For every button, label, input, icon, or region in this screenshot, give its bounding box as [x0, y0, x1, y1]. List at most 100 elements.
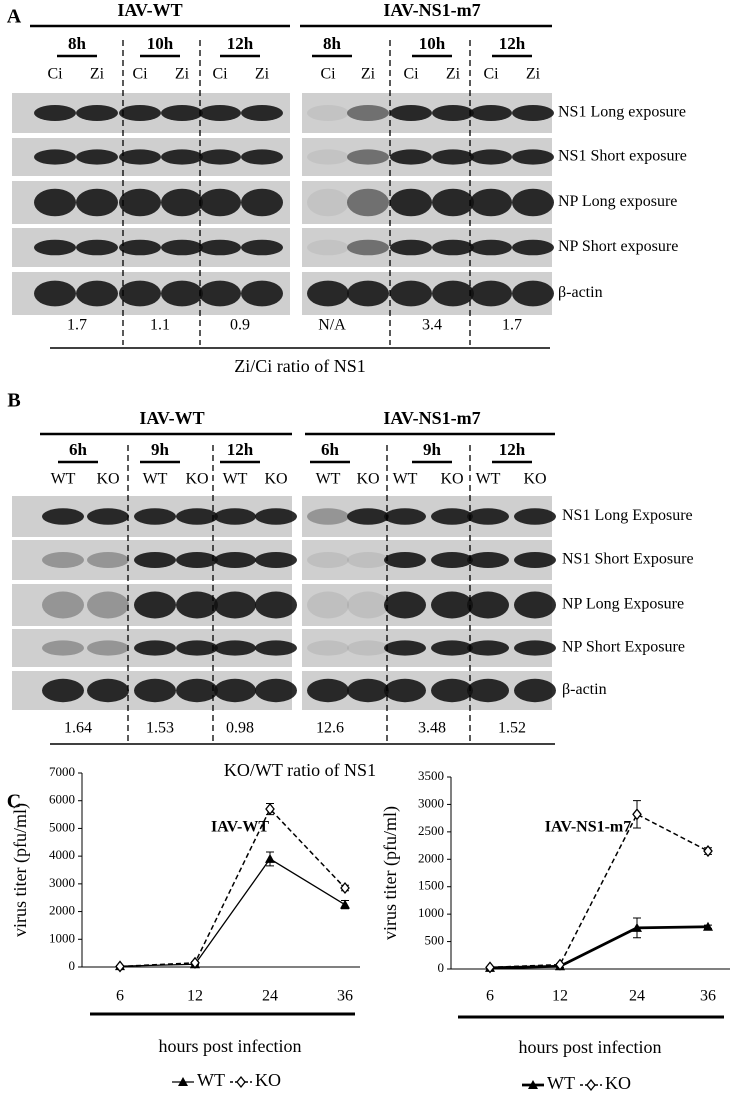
time-label: 10h: [419, 34, 446, 53]
blot-strip: [302, 629, 552, 667]
y-axis-label: virus titer (pfu/ml): [10, 803, 31, 937]
blot-band: [347, 508, 389, 525]
x-axis-label: hours post infection: [159, 1036, 302, 1056]
ratio-label: 3.48: [418, 720, 446, 737]
blot-band: [255, 640, 297, 656]
blot-band: [241, 239, 283, 256]
lane-label: KO: [523, 471, 546, 488]
blot-band: [42, 591, 84, 619]
row-label: NP Long exposure: [558, 193, 677, 210]
x-tick-label: 6: [116, 988, 124, 1005]
blot-band: [76, 280, 118, 307]
marker: [632, 808, 642, 821]
blot-band: [241, 280, 283, 307]
marker: [265, 802, 275, 816]
series-line: [489, 813, 709, 969]
blot-band: [514, 678, 556, 703]
y-tick-label: 1000: [49, 930, 75, 945]
blot-band: [176, 508, 218, 525]
y-tick-label: 3000: [49, 875, 75, 890]
blot-band: [176, 640, 218, 656]
marker: [190, 956, 200, 969]
lane-label: Ci: [212, 66, 228, 83]
lane-label: WT: [316, 471, 341, 488]
ratio-label: 1.7: [67, 317, 87, 334]
y-axis-label: virus titer (pfu/ml): [380, 806, 401, 940]
marker: [528, 1080, 538, 1089]
lane-label: WT: [143, 471, 168, 488]
blot-band: [161, 280, 203, 307]
blot-band: [347, 591, 389, 619]
blot-band: [161, 105, 203, 121]
blot-band: [214, 591, 256, 619]
ratio-label: 1.53: [146, 720, 174, 737]
blot-band: [431, 640, 473, 656]
blot-band: [307, 591, 349, 619]
blot-band: [161, 239, 203, 256]
ratio-label: 1.52: [498, 720, 526, 737]
marker: [178, 1077, 188, 1086]
ratio-label: 1.1: [150, 317, 170, 334]
lane-label: Zi: [175, 66, 190, 83]
blot-band: [384, 591, 426, 619]
time-label: 6h: [69, 440, 88, 459]
chart-title: IAV-WT: [211, 819, 269, 836]
lane-label: Ci: [403, 66, 419, 83]
blot-band: [161, 188, 203, 217]
x-tick-label: 36: [337, 988, 353, 1005]
blot-band: [307, 552, 349, 568]
lane-label: Ci: [320, 66, 336, 83]
series-line: [119, 858, 346, 967]
blot-band: [34, 149, 76, 165]
row-label: NS1 Short exposure: [558, 148, 687, 165]
blot-band: [390, 149, 432, 165]
blot-band: [34, 188, 76, 217]
blot-band: [432, 105, 474, 121]
row-label: NS1 Long Exposure: [562, 507, 693, 524]
row-label: β-actin: [562, 681, 607, 698]
panel-label: B: [7, 390, 20, 412]
blot-band: [390, 188, 432, 217]
y-tick-label: 4000: [49, 847, 75, 862]
y-tick-label: 6000: [49, 792, 75, 807]
lane-label: KO: [185, 471, 208, 488]
blot-band: [307, 640, 349, 656]
blot-band: [34, 280, 76, 307]
blot-band: [119, 239, 161, 256]
blot-band: [255, 591, 297, 619]
y-tick-label: 2500: [418, 823, 444, 838]
lane-label: KO: [96, 471, 119, 488]
group-title: IAV-WT: [117, 0, 182, 20]
blot-band: [214, 508, 256, 525]
blot-band: [514, 591, 556, 619]
lane-label: Zi: [446, 66, 461, 83]
lane-label: WT: [476, 471, 501, 488]
lane-label: Zi: [255, 66, 270, 83]
blot-band: [307, 508, 349, 525]
row-label: NP Short exposure: [558, 238, 678, 255]
blot-band: [470, 280, 512, 307]
blot-band: [512, 105, 554, 121]
blot-strip: [302, 584, 552, 626]
blot-band: [384, 678, 426, 703]
blot-band: [307, 239, 349, 256]
blot-band: [255, 678, 297, 703]
y-tick-label: 5000: [49, 819, 75, 834]
group-title: IAV-WT: [139, 408, 204, 428]
blot-band: [514, 508, 556, 525]
marker: [340, 899, 350, 909]
blot-band: [431, 591, 473, 619]
blot-band: [42, 508, 84, 525]
time-label: 8h: [68, 34, 87, 53]
blot-band: [87, 678, 129, 703]
blot-band: [467, 640, 509, 656]
blot-band: [512, 280, 554, 307]
lane-label: Ci: [132, 66, 148, 83]
legend-label: WT: [197, 1070, 225, 1090]
series-line: [489, 925, 709, 970]
blot-band: [384, 640, 426, 656]
blot-band: [119, 188, 161, 217]
blot-band: [467, 508, 509, 525]
x-tick-label: 36: [700, 988, 716, 1005]
